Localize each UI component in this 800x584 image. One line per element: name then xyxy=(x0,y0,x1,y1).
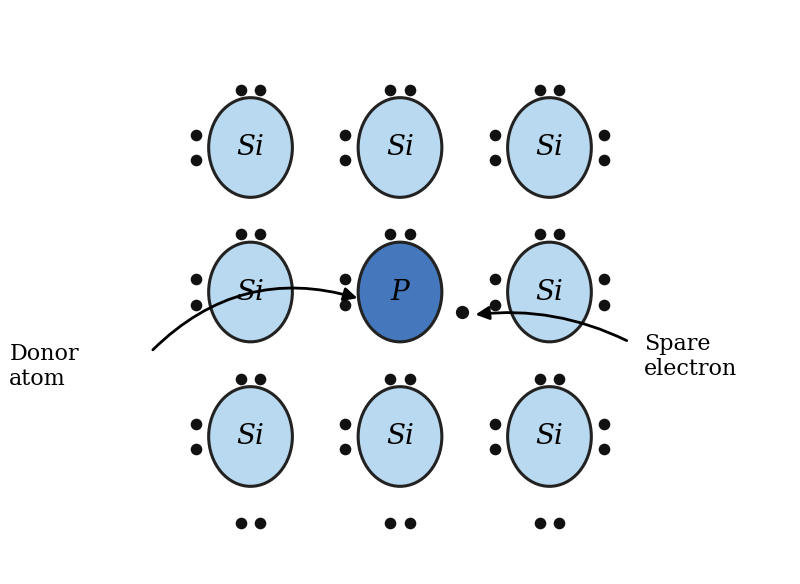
Point xyxy=(384,519,397,528)
Text: Si: Si xyxy=(386,134,414,161)
Text: Si: Si xyxy=(237,423,265,450)
Point xyxy=(338,300,351,310)
Point xyxy=(403,519,416,528)
Ellipse shape xyxy=(209,98,292,197)
Point xyxy=(338,419,351,428)
Point xyxy=(598,130,610,139)
Point xyxy=(254,85,267,95)
Text: Si: Si xyxy=(386,423,414,450)
Point xyxy=(190,300,202,310)
Point xyxy=(403,374,416,383)
Ellipse shape xyxy=(358,98,442,197)
Ellipse shape xyxy=(508,98,591,197)
Point xyxy=(553,230,566,239)
Point xyxy=(234,519,247,528)
Point xyxy=(488,274,501,284)
Ellipse shape xyxy=(209,242,292,342)
Ellipse shape xyxy=(508,387,591,486)
Point xyxy=(553,374,566,383)
Point xyxy=(190,445,202,454)
Text: Si: Si xyxy=(535,134,563,161)
Point xyxy=(598,419,610,428)
Point xyxy=(598,156,610,165)
Point xyxy=(384,85,397,95)
Ellipse shape xyxy=(508,242,591,342)
Text: Si: Si xyxy=(535,423,563,450)
Point xyxy=(338,156,351,165)
Point xyxy=(403,85,416,95)
Point xyxy=(234,374,247,383)
Point xyxy=(190,130,202,139)
Point xyxy=(234,230,247,239)
Point xyxy=(190,419,202,428)
Text: Spare
electron: Spare electron xyxy=(644,333,738,380)
Point xyxy=(488,156,501,165)
Point xyxy=(488,419,501,428)
Point xyxy=(533,374,546,383)
Point xyxy=(533,519,546,528)
Point xyxy=(403,230,416,239)
Point xyxy=(455,307,468,317)
Point xyxy=(488,300,501,310)
Point xyxy=(598,300,610,310)
Text: Si: Si xyxy=(237,279,265,305)
Ellipse shape xyxy=(358,242,442,342)
Ellipse shape xyxy=(209,387,292,486)
Point xyxy=(234,85,247,95)
Text: Donor
atom: Donor atom xyxy=(10,343,79,391)
Point xyxy=(598,445,610,454)
Point xyxy=(533,85,546,95)
Point xyxy=(553,519,566,528)
Point xyxy=(488,130,501,139)
Text: Si: Si xyxy=(237,134,265,161)
Text: P: P xyxy=(390,279,410,305)
Point xyxy=(553,85,566,95)
Text: Si: Si xyxy=(535,279,563,305)
Point xyxy=(254,230,267,239)
Point xyxy=(338,130,351,139)
Point xyxy=(190,274,202,284)
Point xyxy=(384,230,397,239)
Point xyxy=(254,519,267,528)
Point xyxy=(488,445,501,454)
Point xyxy=(190,156,202,165)
Point xyxy=(338,445,351,454)
Point xyxy=(533,230,546,239)
Point xyxy=(254,374,267,383)
Ellipse shape xyxy=(358,387,442,486)
Point xyxy=(338,274,351,284)
Point xyxy=(598,274,610,284)
Point xyxy=(384,374,397,383)
